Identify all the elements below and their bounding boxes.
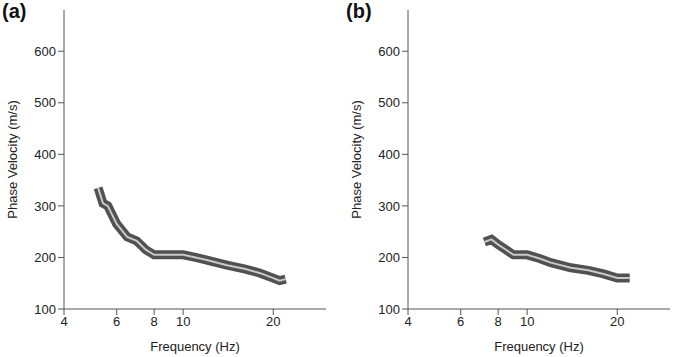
svg-text:200: 200 — [378, 250, 400, 265]
svg-text:8: 8 — [495, 314, 502, 329]
svg-text:4: 4 — [60, 314, 67, 329]
svg-text:300: 300 — [34, 199, 56, 214]
svg-text:Phase Velocity (m/s): Phase Velocity (m/s) — [349, 100, 364, 219]
svg-text:300: 300 — [378, 199, 400, 214]
svg-text:20: 20 — [610, 314, 624, 329]
svg-text:400: 400 — [378, 147, 400, 162]
svg-text:400: 400 — [34, 147, 56, 162]
svg-text:6: 6 — [113, 314, 120, 329]
svg-text:600: 600 — [34, 44, 56, 59]
svg-text:20: 20 — [266, 314, 280, 329]
svg-text:500: 500 — [378, 95, 400, 110]
html-text:(b): (b) — [346, 0, 372, 22]
svg-text:500: 500 — [34, 95, 56, 110]
svg-text:8: 8 — [151, 314, 158, 329]
svg-text:200: 200 — [34, 250, 56, 265]
svg-text:100: 100 — [378, 302, 400, 317]
svg-text:100: 100 — [34, 302, 56, 317]
svg-text:Frequency (Hz): Frequency (Hz) — [494, 339, 584, 354]
svg-text:6: 6 — [457, 314, 464, 329]
svg-text:10: 10 — [520, 314, 534, 329]
svg-text:10: 10 — [176, 314, 190, 329]
svg-text:600: 600 — [378, 44, 400, 59]
svg-text:Frequency (Hz): Frequency (Hz) — [150, 339, 240, 354]
html-text:(a): (a) — [2, 0, 27, 22]
svg-text:4: 4 — [404, 314, 411, 329]
svg-text:Phase Velocity (m/s): Phase Velocity (m/s) — [5, 100, 20, 219]
